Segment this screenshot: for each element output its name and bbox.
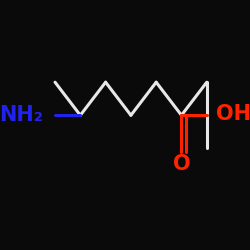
Text: NH₂: NH₂ — [0, 105, 43, 125]
Text: O: O — [173, 154, 190, 174]
Text: OH: OH — [216, 104, 250, 124]
